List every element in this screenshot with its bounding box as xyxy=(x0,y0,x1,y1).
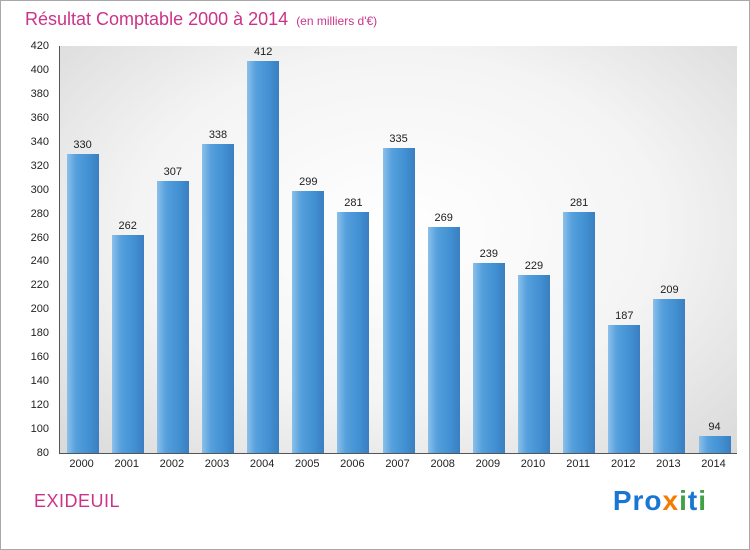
x-tick-label: 2001 xyxy=(114,458,139,470)
y-tick-label: 280 xyxy=(30,207,49,220)
bar-value-label: 281 xyxy=(344,197,363,210)
bar-value-label: 330 xyxy=(73,138,92,151)
y-tick-label: 380 xyxy=(30,87,49,100)
bar-slot-2007: 335 xyxy=(376,46,421,453)
bar-value-label: 338 xyxy=(208,129,228,142)
x-tick-label: 2014 xyxy=(701,458,726,470)
y-tick-label: 140 xyxy=(30,375,49,388)
x-tick-label: 2008 xyxy=(430,458,455,470)
plot-area: 330 262 307 338 412 299 281 335 269 239 229 281 187 2… xyxy=(59,46,737,454)
bar-value-label: 94 xyxy=(708,421,721,434)
bar-slot-2013: 209 xyxy=(647,46,692,453)
bar-2002[interactable] xyxy=(156,181,189,453)
logo-letter: t xyxy=(687,485,699,516)
logo-letter: r xyxy=(632,485,645,516)
entity-name: EXIDEUIL xyxy=(34,491,121,511)
bar-slot-2005: 299 xyxy=(286,46,331,453)
bar-value-label: 412 xyxy=(253,46,273,58)
bar-2004[interactable] xyxy=(247,61,280,453)
bar-value-label: 209 xyxy=(660,283,679,296)
bar-value-label: 269 xyxy=(434,211,453,224)
y-tick-label: 320 xyxy=(30,159,49,172)
bar-slot-2012: 187 xyxy=(602,46,647,453)
x-tick-label: 2003 xyxy=(204,458,230,470)
x-tick-label: 2013 xyxy=(656,458,681,470)
y-tick-label: 160 xyxy=(30,351,49,364)
bar-value-label: 262 xyxy=(118,220,137,233)
y-tick-label: 100 xyxy=(30,423,49,436)
y-tick-label: 80 xyxy=(36,447,49,459)
bar-slot-2006: 281 xyxy=(331,46,376,453)
bar-value-label: 335 xyxy=(389,132,408,145)
y-tick-label: 220 xyxy=(30,279,49,292)
bar-value-label: 299 xyxy=(299,175,318,188)
bar-2011[interactable] xyxy=(563,212,596,453)
bar-value-label: 281 xyxy=(569,197,589,210)
y-axis-labels: 420 400 380 360 340 320 300 280 260 240 220 200 180 1… xyxy=(17,40,53,459)
bar-2003[interactable] xyxy=(201,144,234,453)
logo-letter: P xyxy=(612,485,633,516)
chart-title-text: Résultat Comptable 2000 à 2014 xyxy=(25,9,289,29)
x-tick-label: 2005 xyxy=(295,458,320,470)
bar-slot-2010: 229 xyxy=(511,46,556,453)
bar-2005[interactable] xyxy=(292,190,325,453)
y-tick-label: 300 xyxy=(30,183,49,196)
bar-2007[interactable] xyxy=(382,147,415,453)
bar-slot-2009: 239 xyxy=(466,46,511,453)
logo-letter: i xyxy=(679,485,688,516)
bar-slot-2004: 412 xyxy=(241,46,286,453)
x-axis-labels: 2000 2001 2002 2003 2004 2005 2006 2007 2008 2009… xyxy=(59,458,736,470)
bar-slot-2011: 281 xyxy=(557,46,602,453)
y-tick-label: 120 xyxy=(30,399,49,412)
bar-2008[interactable] xyxy=(427,226,460,453)
chart-subtitle: (en milliers d'€) xyxy=(296,14,378,28)
y-tick-label: 420 xyxy=(30,40,49,52)
bar-slot-2003: 338 xyxy=(195,46,240,453)
bar-slot-2000: 330 xyxy=(60,46,105,453)
bar-value-label: 187 xyxy=(615,309,634,322)
x-tick-label: 2006 xyxy=(340,458,365,470)
bar-2014[interactable] xyxy=(698,436,731,453)
bar-slot-2002: 307 xyxy=(150,46,195,453)
y-tick-label: 360 xyxy=(30,111,49,124)
x-tick-label: 2009 xyxy=(475,458,501,470)
bar-2006[interactable] xyxy=(337,212,370,453)
bar-2012[interactable] xyxy=(608,324,641,453)
x-tick-label: 2007 xyxy=(385,458,410,470)
y-tick-label: 240 xyxy=(30,255,49,268)
bar-slot-2014: 94 xyxy=(692,46,737,453)
bar-2009[interactable] xyxy=(472,262,505,453)
y-tick-label: 260 xyxy=(30,231,49,244)
bar-2013[interactable] xyxy=(653,298,686,453)
bar-2000[interactable] xyxy=(66,153,99,453)
bar-slot-2008: 269 xyxy=(421,46,466,453)
y-tick-label: 180 xyxy=(30,327,49,340)
logo-letter: i xyxy=(698,485,707,516)
x-tick-label: 2010 xyxy=(520,458,546,470)
bar-2001[interactable] xyxy=(111,235,144,453)
proxiti-logo: Proxiti xyxy=(613,485,707,517)
x-tick-label: 2002 xyxy=(159,458,185,470)
bar-value-label: 229 xyxy=(524,259,544,272)
chart-title: Résultat Comptable 2000 à 2014 (en millie… xyxy=(25,9,377,30)
y-tick-label: 200 xyxy=(30,303,49,316)
x-tick-label: 2004 xyxy=(249,458,275,470)
bar-2010[interactable] xyxy=(517,274,550,453)
y-tick-label: 340 xyxy=(30,135,49,148)
logo-letter: x xyxy=(662,485,680,516)
x-tick-label: 2012 xyxy=(611,458,636,470)
bar-slot-2001: 262 xyxy=(105,46,150,453)
bar-value-label: 307 xyxy=(163,166,183,179)
x-tick-label: 2000 xyxy=(69,458,94,470)
bar-value-label: 239 xyxy=(479,247,499,260)
logo-letter: o xyxy=(644,485,663,516)
y-tick-label: 400 xyxy=(30,63,49,76)
x-tick-label: 2011 xyxy=(566,458,590,470)
